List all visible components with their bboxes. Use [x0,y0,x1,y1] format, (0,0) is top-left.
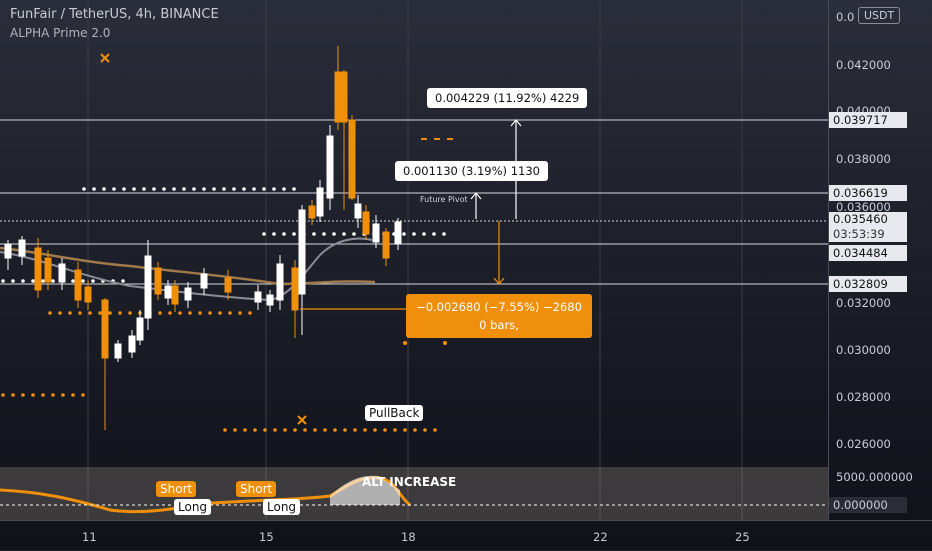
countdown-label: 03:53:39 [829,227,907,242]
dots-white-1 [82,187,296,191]
long-tag: Long [263,499,301,515]
price-tick: 0.026000 [836,437,891,451]
time-tick: 22 [593,530,608,544]
price-axis[interactable] [828,0,932,520]
down-measure-bars: 0 bars, [479,318,519,332]
dots-orange-3 [223,428,437,432]
price-tick: 0.028000 [836,390,891,404]
level-label: 0.036619 [829,185,907,201]
price-tick: 0.042000 [836,58,891,72]
indicator-zero-label: 0.000000 [829,497,907,513]
dots-orange-1 [1,393,85,397]
time-tick: 15 [259,530,274,544]
level-label: 0.039717 [829,112,907,128]
symbol-title: FunFair / TetherUS, 4h, BINANCE [10,7,219,22]
short-tag: Short [156,481,197,497]
level-label: 0.032809 [829,276,907,292]
upper-target-box[interactable]: 0.004229 (11.92%) 4229 [427,88,588,108]
future-pivot-label: Future Pivot [420,195,468,204]
candles [4,46,402,430]
dots-orange-2 [48,311,252,315]
time-tick: 11 [82,530,97,544]
time-tick: 18 [401,530,416,544]
price-tick: 0.0 [836,10,855,24]
time-axis[interactable] [0,520,932,551]
mid-target-box[interactable]: 0.001130 (3.19%) 1130 [395,161,548,181]
currency-button[interactable]: USDT [858,7,901,24]
pullback-tag: PullBack [365,405,424,421]
price-plot[interactable] [0,0,828,520]
indicator-tick: 5000.000000 [836,470,913,484]
time-tick: 25 [735,530,750,544]
long-tag: Long [174,499,212,515]
dots-white-2 [262,232,446,236]
price-tick: 0.032000 [836,296,891,310]
price-tick: 0.036000 [836,200,891,214]
down-measure-box[interactable]: −0.002680 (−7.55%) −2680 0 bars, [406,294,592,338]
indicator-title: ALPHA Prime 2.0 [10,26,111,40]
short-tag: Short [236,481,277,497]
price-tick: 0.030000 [836,343,891,357]
last-price-label: 0.035460 [829,212,907,227]
chart-header: FunFair / TetherUS, 4h, BINANCE ALPHA Pr… [10,6,219,42]
price-tick: 0.038000 [836,152,891,166]
down-measure-value: −0.002680 (−7.55%) −2680 [416,300,582,314]
level-label: 0.034484 [829,245,907,261]
alt-increase-label: ALT INCREASE [362,475,457,489]
